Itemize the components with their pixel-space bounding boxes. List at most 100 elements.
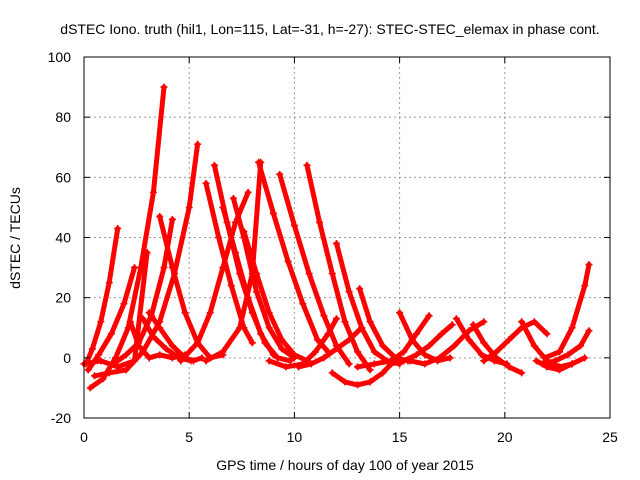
- y-axis-title: dSTEC / TECUs: [7, 187, 23, 289]
- x-axis-title: GPS time / hours of day 100 of year 2015: [216, 457, 474, 473]
- data-point-marker: [425, 342, 433, 350]
- data-point-marker: [206, 309, 214, 317]
- data-point-marker: [585, 327, 593, 335]
- y-tick-label: 20: [55, 290, 71, 306]
- data-point-marker: [412, 351, 420, 359]
- series-trace: [266, 316, 339, 370]
- data-point-marker: [130, 264, 138, 272]
- data-point-marker: [126, 318, 134, 326]
- data-point-marker: [290, 221, 298, 229]
- data-point-marker: [219, 203, 227, 211]
- data-point-marker: [145, 309, 153, 317]
- data-point-marker: [240, 227, 248, 235]
- data-point-marker: [370, 360, 378, 368]
- data-point-marker: [585, 261, 593, 269]
- series-trace: [481, 319, 550, 364]
- data-point-marker: [366, 318, 374, 326]
- data-series: [295, 324, 366, 371]
- data-point-marker: [143, 249, 151, 257]
- data-point-marker: [278, 336, 286, 344]
- data-point-marker: [244, 188, 252, 196]
- data-point-marker: [156, 351, 164, 359]
- data-point-marker: [231, 249, 239, 257]
- data-series: [328, 360, 395, 389]
- y-tick-label: 0: [63, 350, 71, 366]
- data-point-marker: [400, 357, 408, 365]
- data-point-marker: [354, 363, 362, 371]
- data-point-marker: [332, 240, 340, 248]
- data-point-marker: [518, 318, 526, 326]
- data-point-marker: [341, 318, 349, 326]
- data-point-marker: [505, 363, 513, 371]
- data-point-marker: [303, 161, 311, 169]
- data-point-marker: [366, 378, 374, 386]
- data-point-marker: [253, 288, 261, 296]
- data-point-marker: [332, 345, 340, 353]
- data-point-marker: [328, 270, 336, 278]
- data-point-marker: [345, 288, 353, 296]
- data-point-marker: [332, 315, 340, 323]
- data-point-marker: [345, 360, 353, 368]
- series-trace: [334, 241, 403, 367]
- data-point-marker: [282, 363, 290, 371]
- tick-labels: 0 5 10 15 20 25 -20 0 20 40 60 80 100: [48, 49, 618, 445]
- tick-marks: [83, 56, 611, 419]
- data-point-marker: [189, 357, 197, 365]
- data-point-marker: [215, 234, 223, 241]
- data-point-marker: [320, 312, 328, 320]
- y-tick-label: 100: [48, 49, 72, 65]
- data-point-marker: [446, 354, 454, 362]
- data-point-marker: [265, 324, 273, 332]
- data-point-marker: [532, 357, 540, 365]
- series-trace: [357, 286, 411, 364]
- chart-title: dSTEC Iono. truth (hil1, Lon=115, Lat=-3…: [60, 21, 599, 37]
- data-series: [406, 318, 488, 368]
- data-point-marker: [229, 194, 237, 202]
- data-point-marker: [356, 285, 364, 293]
- data-point-marker: [198, 354, 206, 362]
- data-point-marker: [105, 369, 113, 377]
- data-series: [84, 264, 138, 374]
- data-series: [255, 158, 332, 356]
- series-trace: [203, 159, 264, 364]
- data-point-marker: [421, 360, 429, 368]
- data-point-marker: [345, 336, 353, 344]
- data-point-marker: [160, 83, 168, 91]
- data-point-marker: [379, 369, 387, 377]
- data-point-marker: [168, 215, 176, 223]
- series-trace: [87, 84, 167, 391]
- data-point-marker: [465, 327, 473, 335]
- data-point-marker: [307, 360, 315, 368]
- data-point-marker: [219, 348, 227, 356]
- data-point-marker: [379, 342, 387, 350]
- data-point-marker: [210, 161, 218, 169]
- data-point-marker: [408, 336, 416, 344]
- data-point-marker: [202, 179, 210, 187]
- data-point-marker: [478, 351, 486, 359]
- data-point-marker: [114, 224, 122, 232]
- data-series: [387, 321, 456, 368]
- data-point-marker: [265, 357, 273, 365]
- data-series-group: [80, 83, 593, 392]
- data-point-marker: [145, 354, 153, 362]
- data-point-marker: [448, 321, 456, 329]
- data-series: [265, 315, 340, 371]
- data-point-marker: [556, 348, 564, 356]
- x-tick-label: 0: [80, 429, 88, 445]
- data-point-marker: [160, 264, 168, 272]
- data-point-marker: [86, 384, 94, 392]
- data-point-marker: [135, 342, 143, 350]
- data-point-marker: [122, 366, 130, 374]
- data-point-marker: [284, 258, 292, 266]
- data-series: [480, 318, 551, 365]
- data-point-marker: [185, 203, 193, 211]
- data-point-marker: [305, 270, 313, 278]
- data-point-marker: [568, 360, 576, 368]
- x-tick-label: 15: [392, 429, 408, 445]
- data-point-marker: [265, 309, 273, 317]
- data-point-marker: [438, 330, 446, 338]
- x-tick-label: 10: [287, 429, 303, 445]
- data-point-marker: [324, 330, 332, 338]
- data-point-marker: [541, 354, 549, 362]
